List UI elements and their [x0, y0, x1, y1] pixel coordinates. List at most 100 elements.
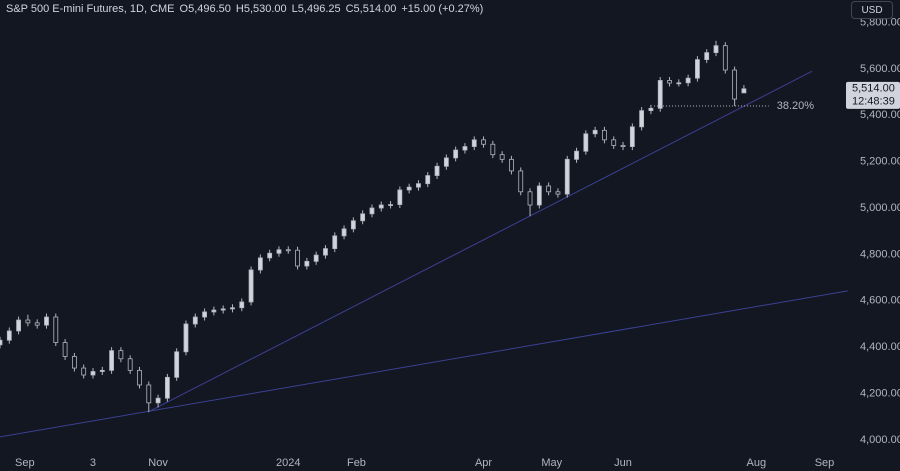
- x-tick-label: Apr: [475, 457, 492, 469]
- candle-body: [536, 185, 542, 206]
- candle-body: [192, 316, 198, 325]
- x-tick-label: 3: [90, 457, 96, 469]
- candle-body: [137, 369, 142, 386]
- candle-body: [629, 126, 635, 147]
- candle-body: [406, 186, 412, 191]
- y-tick-label: 4,200.00: [860, 387, 900, 399]
- candle-body: [611, 139, 617, 146]
- y-tick-label: 4,600.00: [860, 295, 900, 307]
- candle-body: [462, 146, 468, 151]
- candle-body: [350, 220, 356, 230]
- candle-body: [639, 110, 645, 128]
- y-tick-label: 5,400.00: [860, 109, 900, 121]
- candle-body: [388, 204, 393, 206]
- x-tick-label: Nov: [148, 457, 168, 469]
- y-tick-label: 5,000.00: [860, 202, 900, 214]
- candle-body: [378, 204, 384, 209]
- candle-body: [62, 342, 68, 357]
- candle-body: [53, 316, 59, 343]
- candle-body: [16, 319, 21, 332]
- x-tick-label: Jun: [614, 457, 632, 469]
- y-tick-label: 5,600.00: [860, 63, 900, 75]
- candle-body: [453, 149, 459, 159]
- symbol-header: S&P 500 E-mini Futures, 1D, CME O5,496.5…: [6, 3, 483, 15]
- x-tick-label: Sep: [15, 457, 35, 469]
- candle-body: [685, 77, 691, 84]
- candle-body: [267, 252, 273, 259]
- candle-body: [592, 129, 598, 135]
- candle-body: [667, 80, 672, 84]
- candle-body: [90, 371, 96, 376]
- candle-body: [295, 249, 300, 267]
- y-tick-label: 4,400.00: [860, 341, 900, 353]
- change-label: +15.00 (+0.27%): [401, 3, 484, 15]
- y-tick-label: 4,800.00: [860, 248, 900, 260]
- candle-body: [499, 154, 505, 160]
- candle-body: [602, 129, 607, 141]
- candle-body: [583, 133, 589, 152]
- fib-label: 38.20%: [777, 100, 815, 112]
- candle-body: [657, 80, 663, 109]
- candle-body: [304, 260, 310, 267]
- candle-body: [25, 319, 31, 324]
- price-tag: 5,514.00: [852, 83, 895, 95]
- candle-body: [713, 45, 719, 54]
- candle-body: [574, 150, 579, 160]
- candle-body: [174, 351, 180, 378]
- candle-body: [183, 323, 189, 353]
- candle-body: [211, 309, 217, 313]
- candle-body: [71, 356, 77, 369]
- candle-body: [369, 207, 375, 215]
- candle-body: [155, 397, 161, 404]
- x-tick-label: May: [541, 457, 562, 469]
- candle-body: [443, 157, 449, 167]
- open-label: O5,496.50: [179, 3, 231, 15]
- candle-body: [313, 254, 319, 262]
- candle-body: [118, 350, 124, 360]
- candle-body: [648, 107, 654, 112]
- candle-body: [360, 213, 366, 222]
- low-label: L5,496.25: [291, 3, 341, 15]
- close-label: C5,514.00: [345, 3, 397, 15]
- candle-body: [490, 143, 496, 156]
- candle-body: [620, 145, 626, 147]
- y-tick-label: 5,200.00: [860, 156, 900, 168]
- y-tick-label: 4,000.00: [860, 434, 900, 446]
- trend-line: [147, 70, 813, 413]
- candle-body: [341, 228, 347, 237]
- candle-body: [518, 170, 524, 193]
- candle-body: [276, 249, 282, 254]
- symbol-title: S&P 500 E-mini Futures, 1D, CME: [6, 3, 175, 15]
- candle-body: [34, 322, 40, 326]
- candle-body: [397, 189, 403, 205]
- candle-body: [248, 269, 254, 303]
- candle-body: [471, 139, 477, 147]
- y-tick-label: 5,800.00: [860, 16, 900, 28]
- candle-body: [0, 339, 3, 346]
- candle-body: [44, 316, 49, 326]
- candle-body: [109, 350, 114, 371]
- candle-body: [416, 183, 421, 188]
- candle-body: [220, 308, 226, 311]
- x-tick-label: 2024: [276, 457, 300, 469]
- candle-body: [434, 165, 440, 176]
- price-tag-box: [846, 81, 900, 109]
- candle-body: [257, 257, 263, 271]
- candle-body: [676, 82, 682, 85]
- currency-button[interactable]: USD: [851, 1, 893, 19]
- x-tick-label: Feb: [347, 457, 366, 469]
- candle-body: [323, 248, 328, 256]
- candle-body: [99, 369, 105, 372]
- high-label: H5,530.00: [235, 3, 287, 15]
- candle-body: [704, 52, 710, 61]
- candle-body: [741, 88, 747, 94]
- candle-body: [555, 191, 561, 195]
- x-tick-label: Aug: [747, 457, 767, 469]
- candle-body: [695, 59, 700, 79]
- trend-line: [0, 290, 848, 438]
- candle-body: [239, 301, 245, 309]
- candle-body: [732, 69, 738, 100]
- candle-body: [546, 185, 552, 193]
- candle-body: [285, 249, 291, 252]
